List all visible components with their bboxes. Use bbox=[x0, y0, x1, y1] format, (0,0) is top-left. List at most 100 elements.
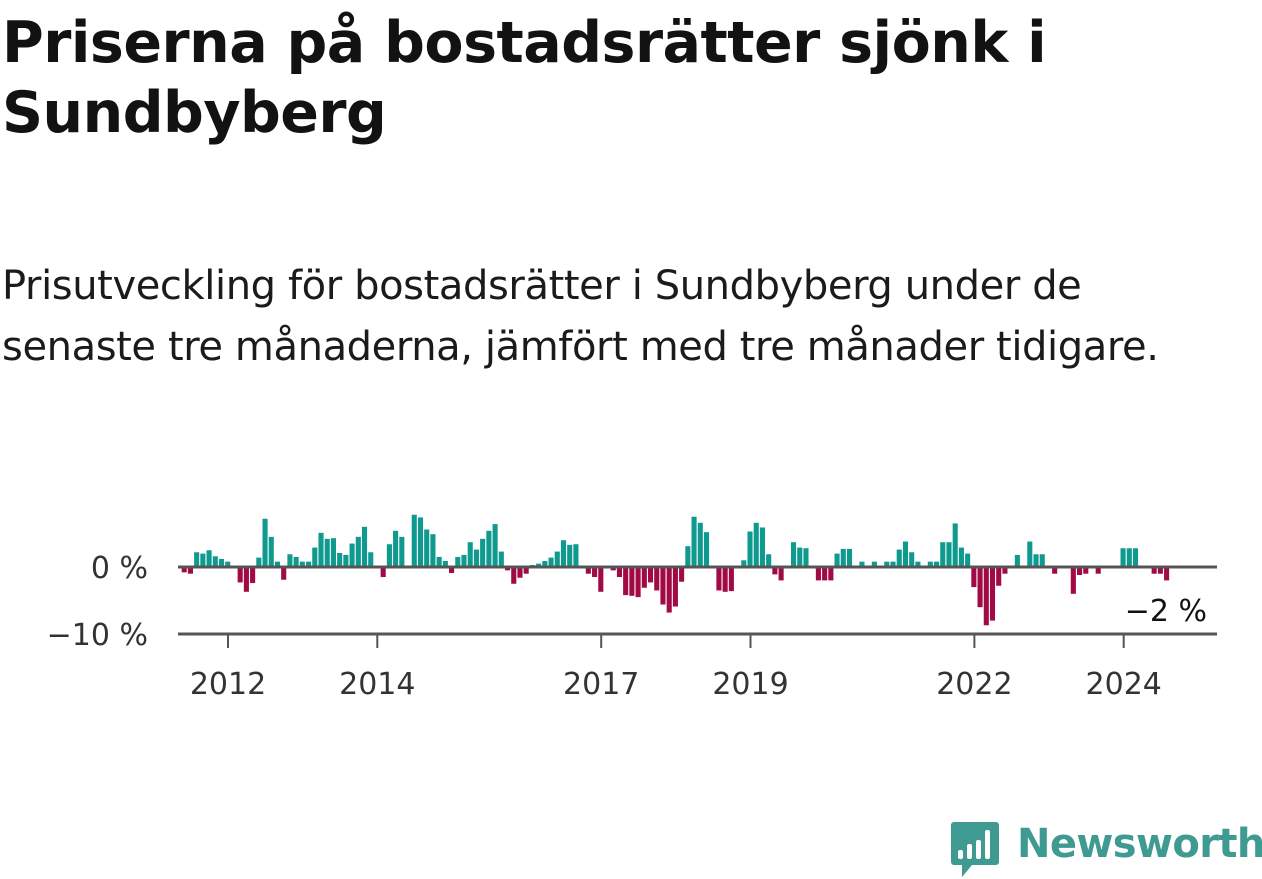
bar bbox=[486, 530, 492, 567]
bar bbox=[1052, 567, 1058, 574]
y-tick-label: −10 % bbox=[47, 618, 148, 653]
bar bbox=[442, 560, 448, 567]
bar bbox=[237, 567, 243, 583]
bar bbox=[349, 543, 355, 567]
bar bbox=[1083, 567, 1089, 574]
bar bbox=[274, 561, 281, 567]
bar bbox=[312, 547, 318, 567]
bar bbox=[610, 567, 616, 571]
bar bbox=[343, 554, 349, 567]
bar bbox=[697, 522, 703, 567]
bar bbox=[934, 561, 940, 567]
bar bbox=[958, 547, 964, 567]
bar bbox=[386, 544, 392, 567]
bar bbox=[368, 552, 374, 567]
newsworthy-logo-icon bbox=[951, 822, 999, 877]
x-tick-marks: 2012 2014 2017 2019 2022 2024 bbox=[190, 634, 1162, 702]
bar bbox=[797, 547, 803, 567]
bar bbox=[181, 567, 187, 573]
bar bbox=[187, 567, 193, 574]
y-tick-label: 0 % bbox=[91, 551, 148, 586]
bar bbox=[616, 567, 622, 578]
bar bbox=[218, 558, 225, 567]
bar bbox=[436, 556, 442, 567]
bar bbox=[212, 556, 218, 567]
bar bbox=[840, 548, 846, 567]
bar bbox=[940, 542, 946, 567]
bar bbox=[523, 567, 529, 574]
bar bbox=[536, 563, 542, 567]
newsworthy-logo-text: Newsworthy bbox=[1017, 821, 1262, 867]
bar bbox=[871, 561, 877, 567]
bar bbox=[461, 554, 467, 567]
bar bbox=[554, 551, 560, 567]
bar bbox=[629, 567, 635, 596]
bar bbox=[884, 561, 890, 567]
bar bbox=[902, 541, 909, 567]
bar bbox=[1120, 548, 1126, 567]
bar bbox=[517, 567, 523, 578]
x-tick-label: 2022 bbox=[936, 667, 1012, 702]
bar bbox=[909, 552, 915, 567]
bar bbox=[1033, 554, 1039, 567]
bar bbox=[287, 554, 293, 567]
bar bbox=[759, 527, 765, 567]
bar bbox=[324, 538, 330, 567]
bar bbox=[424, 529, 430, 567]
bar bbox=[194, 552, 200, 567]
bar bbox=[685, 546, 691, 567]
newsworthy-logo: Newsworthy bbox=[950, 818, 1262, 878]
bar bbox=[747, 531, 753, 567]
bar bbox=[679, 567, 685, 582]
bar bbox=[361, 526, 368, 567]
bar bbox=[299, 561, 305, 567]
bar bbox=[225, 561, 231, 567]
bar bbox=[268, 536, 274, 567]
bar bbox=[542, 560, 548, 567]
bar bbox=[337, 552, 343, 567]
bar bbox=[1014, 554, 1020, 567]
bar bbox=[1132, 548, 1139, 567]
bar bbox=[492, 524, 498, 567]
bar bbox=[896, 549, 902, 567]
bar bbox=[778, 567, 784, 581]
bar bbox=[548, 557, 554, 567]
bar bbox=[635, 567, 641, 598]
bar bbox=[330, 538, 336, 567]
bar bbox=[647, 567, 654, 583]
bar bbox=[766, 554, 772, 567]
bar bbox=[728, 567, 734, 592]
bar bbox=[890, 561, 896, 567]
bar bbox=[417, 517, 424, 567]
bars-group bbox=[181, 514, 1170, 626]
bar bbox=[504, 567, 511, 571]
bar bbox=[672, 567, 678, 607]
bar bbox=[983, 567, 989, 626]
bar bbox=[250, 567, 256, 584]
bar bbox=[511, 567, 517, 584]
bar bbox=[828, 567, 834, 581]
bar bbox=[623, 567, 629, 596]
bar bbox=[716, 567, 722, 591]
bar bbox=[1002, 567, 1008, 574]
bar bbox=[256, 557, 262, 567]
bar bbox=[243, 567, 249, 592]
bar bbox=[1126, 548, 1132, 567]
bar bbox=[480, 538, 486, 567]
bar bbox=[952, 523, 958, 567]
bar bbox=[1077, 567, 1083, 576]
bar bbox=[666, 567, 672, 613]
bar bbox=[753, 522, 759, 567]
bar bbox=[449, 567, 455, 574]
bar bbox=[834, 553, 840, 567]
bar bbox=[822, 567, 828, 581]
bar bbox=[592, 567, 598, 578]
bar bbox=[946, 542, 952, 567]
bar bbox=[498, 551, 504, 567]
bar-chart: 0 % −10 % 2012 2014 2017 2019 2022 2024 −2 % bbox=[47, 514, 1217, 702]
bar bbox=[977, 567, 983, 608]
chart-title: Priserna på bostadsrätter sjönk i Sundby… bbox=[2, 10, 1047, 146]
bar bbox=[411, 514, 417, 567]
bar bbox=[573, 544, 579, 567]
bar bbox=[560, 540, 567, 567]
